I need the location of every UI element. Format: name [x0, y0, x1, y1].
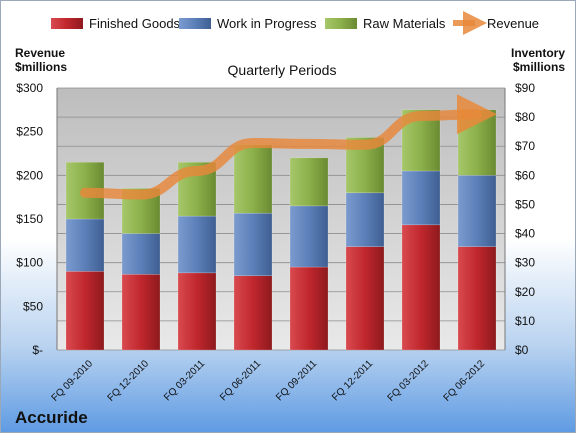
bar-finished-goods: [121, 274, 161, 351]
revenue-line-group: [80, 94, 497, 200]
revenue-line: [80, 94, 497, 200]
x-tick-label: FQ 06-2012: [442, 358, 488, 404]
right-axis-title-line2: $millions: [513, 60, 565, 74]
x-tick-label: FQ 03-2011: [162, 358, 207, 403]
bar-work-in-progress: [121, 233, 161, 275]
revenue-point: [140, 194, 142, 196]
legend-swatch-work-in-progress: [179, 18, 211, 29]
x-tick-label: FQ 09-2011: [274, 358, 319, 403]
bar-raw-materials: [457, 109, 497, 176]
x-axis-labels: FQ 09-2010 FQ 12-2010 FQ 03-2011 FQ 06-2011…: [50, 358, 488, 404]
right-tick-label: $20: [515, 285, 535, 299]
bar-work-in-progress: [233, 212, 273, 277]
bar-finished-goods: [457, 246, 497, 351]
legend-swatch-raw-materials: [325, 18, 357, 29]
bar-finished-goods: [345, 246, 385, 351]
x-tick-label: FQ 03-2012: [386, 358, 432, 404]
company-name: Accuride: [15, 408, 88, 427]
right-tick-label: $90: [515, 81, 535, 95]
legend-label-finished-goods: Finished Goods: [89, 16, 181, 31]
left-tick-label: $200: [16, 168, 43, 182]
bar-work-in-progress: [177, 215, 217, 274]
bar-work-in-progress: [65, 218, 105, 272]
bar-finished-goods: [289, 266, 329, 351]
left-tick-label: $100: [16, 256, 43, 270]
x-tick-label: FQ 06-2011: [218, 358, 263, 403]
right-axis-title-line1: Inventory: [511, 46, 565, 60]
right-tick-label: $60: [515, 168, 535, 182]
bar-finished-goods: [65, 271, 105, 351]
revenue-point: [84, 192, 86, 194]
chart-title: Quarterly Periods: [228, 62, 337, 78]
right-tick-label: $0: [515, 343, 529, 357]
left-tick-label: $-: [32, 343, 43, 357]
legend-label-revenue: Revenue: [487, 16, 539, 31]
right-tick-label: $40: [515, 227, 535, 241]
right-axis-ticks: $0 $10 $20 $30 $40 $50 $60 $70 $80 $90: [515, 81, 535, 357]
left-axis-ticks: $- $50 $100 $150 $200 $250 $300: [16, 81, 43, 357]
legend-label-work-in-progress: Work in Progress: [217, 16, 317, 31]
bar-finished-goods: [401, 224, 441, 351]
legend: Finished Goods Work in Progress Raw Mate…: [51, 11, 539, 35]
x-tick-label: FQ 12-2010: [106, 358, 152, 404]
right-tick-label: $80: [515, 110, 535, 124]
left-tick-label: $300: [16, 81, 43, 95]
revenue-point: [196, 170, 198, 172]
revenue-point: [420, 115, 422, 117]
x-tick-label: FQ 12-2011: [330, 358, 375, 403]
revenue-point: [252, 142, 254, 144]
right-tick-label: $30: [515, 256, 535, 270]
left-tick-label: $250: [16, 125, 43, 139]
x-tick-label: FQ 09-2010: [50, 358, 96, 404]
bar-work-in-progress: [345, 192, 385, 247]
left-tick-label: $50: [23, 299, 43, 313]
revenue-point: [308, 143, 310, 145]
legend-swatch-finished-goods: [51, 18, 83, 29]
bar-work-in-progress: [401, 170, 441, 226]
bar-work-in-progress: [289, 205, 329, 268]
right-tick-label: $70: [515, 139, 535, 153]
revenue-point: [476, 113, 478, 115]
bar-raw-materials: [233, 144, 273, 214]
left-axis-title-line2: $millions: [15, 60, 67, 74]
bar-work-in-progress: [457, 175, 497, 247]
right-tick-label: $10: [515, 314, 535, 328]
bar-raw-materials: [289, 157, 329, 207]
revenue-point: [364, 144, 366, 146]
left-tick-label: $150: [16, 212, 43, 226]
legend-label-raw-materials: Raw Materials: [363, 16, 446, 31]
bar-finished-goods: [233, 275, 273, 351]
bar-finished-goods: [177, 272, 217, 351]
left-axis-title-line1: Revenue: [15, 46, 65, 60]
right-tick-label: $50: [515, 197, 535, 211]
